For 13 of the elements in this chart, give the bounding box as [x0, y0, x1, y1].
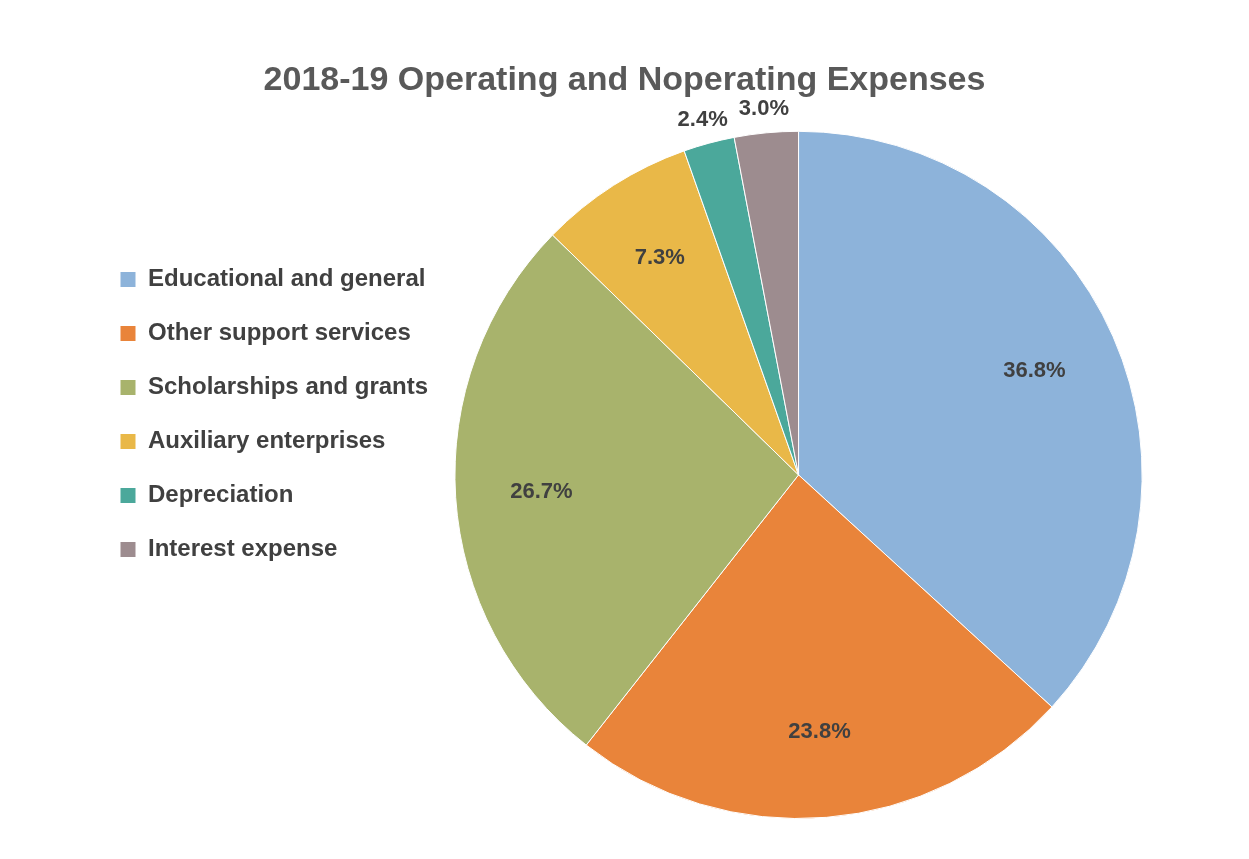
- legend-label: Interest expense: [148, 534, 338, 562]
- chart-title: 2018-19 Operating and Noperating Expenses: [263, 58, 986, 97]
- legend-label: Auxiliary enterprises: [148, 426, 386, 454]
- legend-label: Scholarships and grants: [148, 372, 429, 400]
- data-label: 36.8%: [1003, 357, 1066, 383]
- legend-label: Educational and general: [148, 264, 426, 292]
- data-label: 3.0%: [738, 94, 790, 120]
- data-label: 2.4%: [677, 106, 728, 132]
- legend-label: Other support services: [148, 318, 411, 346]
- data-label: 7.3%: [634, 243, 685, 269]
- data-label: 23.8%: [788, 717, 851, 743]
- legend-label: Depreciation: [148, 480, 294, 508]
- data-label: 26.7%: [510, 477, 573, 503]
